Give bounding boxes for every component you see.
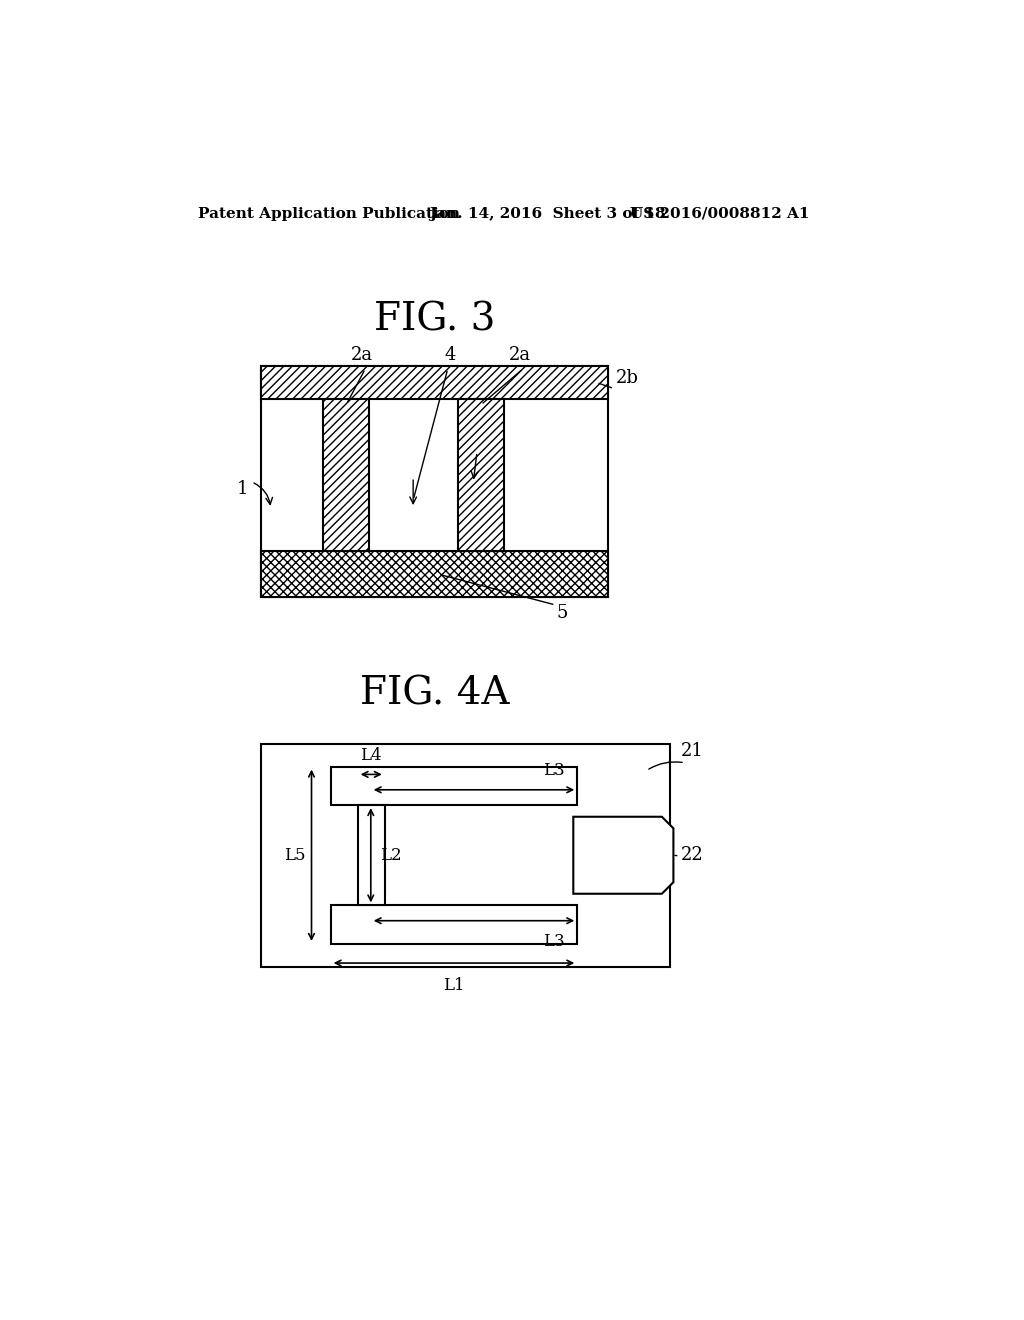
Text: FIG. 3: FIG. 3 xyxy=(374,301,496,339)
Text: 2b: 2b xyxy=(615,368,639,387)
Text: L2: L2 xyxy=(380,846,401,863)
Text: Patent Application Publication: Patent Application Publication xyxy=(199,207,461,220)
Polygon shape xyxy=(573,817,674,894)
Bar xyxy=(331,767,578,805)
Bar xyxy=(458,399,504,552)
Bar xyxy=(261,743,670,966)
Bar xyxy=(261,367,608,399)
Text: 2a: 2a xyxy=(350,346,373,364)
Bar xyxy=(331,906,578,944)
Text: 4: 4 xyxy=(444,346,456,364)
Text: L4: L4 xyxy=(360,747,382,763)
Text: US 2016/0008812 A1: US 2016/0008812 A1 xyxy=(630,207,809,220)
Text: 21: 21 xyxy=(681,742,703,760)
Text: 22: 22 xyxy=(681,846,703,865)
Text: Jan. 14, 2016  Sheet 3 of 18: Jan. 14, 2016 Sheet 3 of 18 xyxy=(429,207,666,220)
Text: L1: L1 xyxy=(443,977,465,994)
Bar xyxy=(323,399,370,552)
Text: 1: 1 xyxy=(237,480,248,499)
Text: L3: L3 xyxy=(544,933,565,950)
Bar xyxy=(261,367,608,598)
Text: 2a: 2a xyxy=(508,346,530,364)
Text: L3: L3 xyxy=(544,762,565,779)
Bar xyxy=(261,552,608,598)
Text: FIG. 4A: FIG. 4A xyxy=(360,675,510,711)
Bar xyxy=(357,805,385,906)
Text: 5: 5 xyxy=(556,603,567,622)
Text: L5: L5 xyxy=(284,846,305,863)
